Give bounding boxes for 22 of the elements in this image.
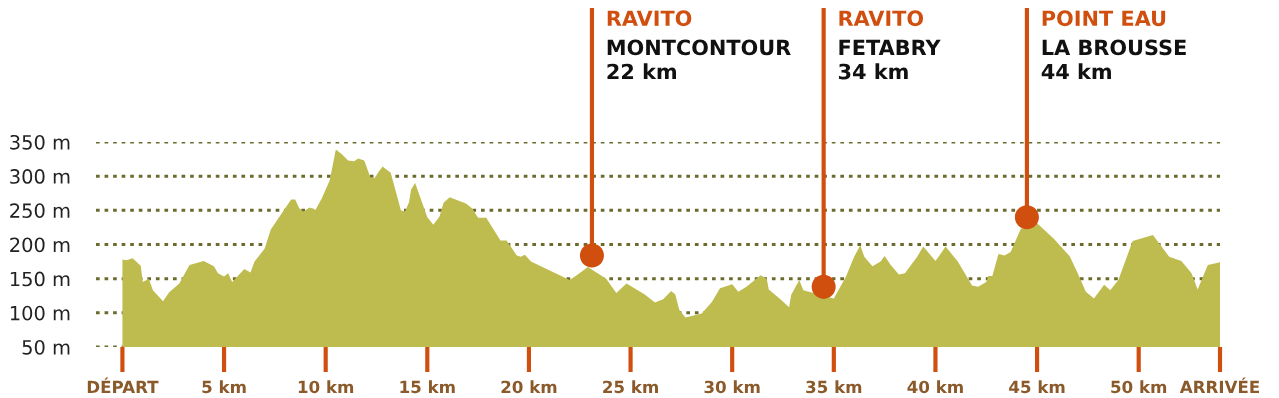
x-tick-label: 50 km (1111, 380, 1167, 394)
x-tick-label: 10 km (298, 380, 354, 394)
y-tick-label: 300 m (10, 169, 70, 184)
annotation: RAVITO MONTCONTOUR 22 km (607, 10, 791, 80)
x-tick-label: 25 km (603, 380, 658, 394)
y-tick-label: 200 m (10, 237, 70, 253)
x-tick-label: 30 km (704, 380, 760, 394)
x-tick-label: 20 km (501, 380, 557, 394)
y-tick-label: 50 m (22, 339, 70, 355)
y-tick-label: 100 m (10, 305, 70, 321)
x-tick-label: 15 km (400, 380, 455, 394)
annotation: POINT EAU LA BROUSSE 44 km (1041, 10, 1186, 80)
x-tick-label: 5 km (202, 380, 246, 394)
x-tick-label: 45 km (1009, 380, 1065, 394)
x-tick-label: ARRIVÉE (1179, 377, 1259, 393)
x-tick-label: 40 km (907, 380, 963, 394)
y-tick-label: 150 m (10, 271, 70, 287)
x-tick-label: 35 km (806, 380, 862, 394)
x-tick-label: DÉPART (87, 377, 159, 393)
y-tick-label: 350 m (10, 134, 70, 150)
annotation: RAVITO FETABRY 34 km (838, 10, 941, 80)
y-tick-label: 250 m (10, 203, 70, 218)
